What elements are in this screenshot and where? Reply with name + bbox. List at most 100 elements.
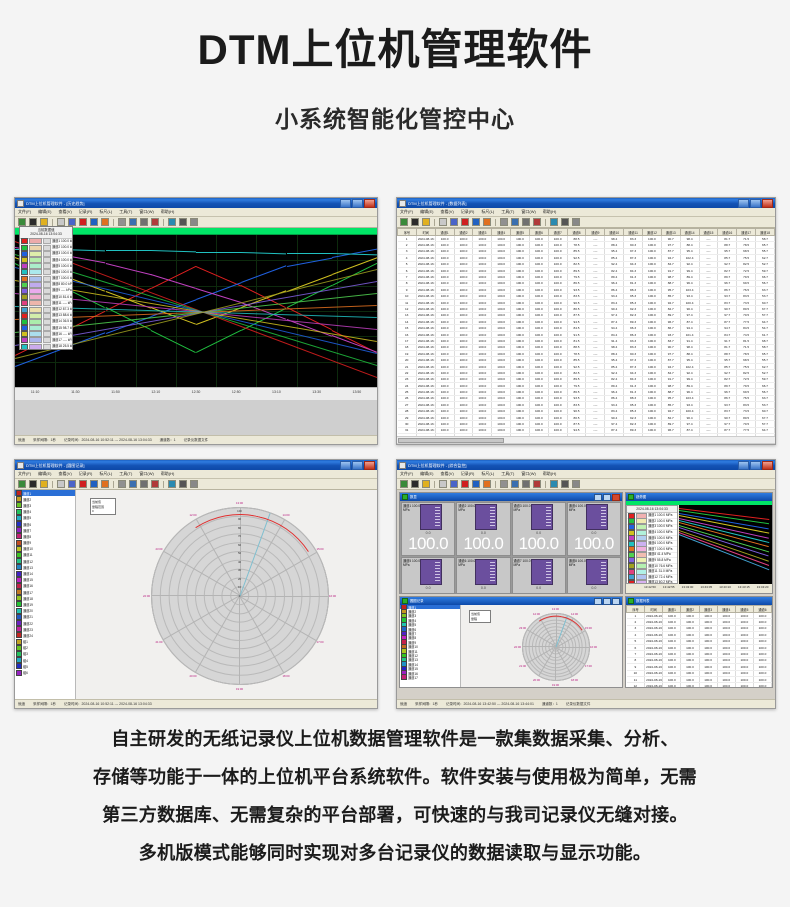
menu-item-6[interactable]: 窗口(W)	[521, 471, 536, 476]
menu-item-3[interactable]: 记录(R)	[78, 209, 93, 214]
shot1-menubar[interactable]: 文件(F) 编辑(E) 查看(V) 记录(R) 标尺(L) 工具(T) 窗口(W) 帮助(H)	[15, 208, 377, 217]
legend-row[interactable]: 通道3 100.0 kPa	[20, 250, 72, 258]
maximize-icon[interactable]	[352, 460, 363, 470]
toolbar-button-11[interactable]	[151, 480, 159, 488]
table-column-header[interactable]: 通道17	[736, 228, 757, 236]
legend-row[interactable]: 通道10 81.6 kPa	[20, 294, 72, 301]
legend-row[interactable]: 通道16 ---- kPa	[20, 331, 72, 338]
toolbar-button-6[interactable]	[90, 218, 98, 226]
gauge-cell[interactable]: 通道7 100.0 MPa 0.0	[511, 557, 566, 593]
mini-legend-row[interactable]: 通道3 100.0 MPa	[627, 523, 677, 531]
close-icon[interactable]	[612, 493, 620, 501]
scrollbar-thumb[interactable]	[398, 438, 504, 443]
toolbar-button-13[interactable]	[561, 480, 569, 488]
shot3-toolbar[interactable]	[15, 479, 377, 490]
table-column-header[interactable]: 通道4	[716, 605, 736, 613]
table-column-header[interactable]: 通道6	[528, 228, 549, 236]
horizontal-scrollbar[interactable]	[397, 436, 775, 443]
menu-item-5[interactable]: 工具(T)	[119, 471, 133, 476]
toolbar-button-4[interactable]	[450, 480, 458, 488]
list-item[interactable]: 通道20	[15, 607, 75, 614]
list-item[interactable]: 通道8	[15, 533, 75, 540]
menu-item-2[interactable]: 查看(V)	[58, 209, 72, 214]
toolbar-button-14[interactable]	[190, 480, 198, 488]
list-item[interactable]: 组4	[15, 657, 75, 664]
toolbar-button-1[interactable]	[411, 480, 419, 488]
table-column-header[interactable]: 通道6	[752, 605, 772, 613]
close-icon[interactable]	[762, 198, 773, 208]
toolbar-button-0[interactable]	[400, 218, 408, 226]
close-icon[interactable]	[364, 460, 375, 470]
mini-legend-row[interactable]: 通道2 100.0 MPa	[627, 518, 677, 525]
pane-controls[interactable]	[594, 493, 620, 501]
table-column-header[interactable]: 通道4	[491, 228, 512, 236]
toolbar-button-11[interactable]	[533, 480, 541, 488]
table-column-header[interactable]: 通道10	[604, 228, 625, 236]
toolbar-button-8[interactable]	[500, 480, 508, 488]
toolbar-button-14[interactable]	[572, 480, 580, 488]
toolbar-button-7[interactable]	[483, 218, 491, 226]
screenshot-dashboard-window[interactable]: DTM上位机管理软件 - [综合监控] 文件(F) 编辑(E) 查看(V) 记录(R)…	[396, 459, 776, 709]
menu-item-6[interactable]: 窗口(W)	[521, 209, 536, 214]
table-column-header[interactable]: 通道8	[566, 228, 587, 236]
toolbar-button-0[interactable]	[18, 480, 26, 488]
minimize-icon[interactable]	[738, 198, 749, 208]
toolbar-button-5[interactable]	[461, 480, 469, 488]
trend-plot[interactable]	[15, 235, 377, 387]
list-item[interactable]: 通道18	[15, 595, 75, 602]
gauge-cell[interactable]: 通道2 100.0 MPa 0.0 100.0	[456, 502, 511, 556]
table-column-header[interactable]: 时间	[644, 605, 664, 613]
table-column-header[interactable]: 通道2	[680, 605, 700, 613]
toolbar-button-3[interactable]	[439, 480, 447, 488]
mini-polar-chart[interactable]: 13:00 14:00 15:00 16:00 17:00 18:00 19:00 20:00…	[514, 607, 597, 687]
restore-icon[interactable]	[612, 597, 620, 605]
list-item[interactable]: 通道22	[15, 620, 75, 627]
menu-item-4[interactable]: 标尺(L)	[481, 209, 495, 214]
polar-chart[interactable]: 100 90 80 70 60 50 40 30 20 10 0 13:00 14:00 15:00 16:…	[142, 498, 337, 693]
menu-item-0[interactable]: 文件(F)	[400, 471, 414, 476]
mini-legend-row[interactable]: 通道6 100.0 MPa	[627, 540, 677, 547]
window-controls[interactable]	[738, 198, 773, 208]
mini-legend-row[interactable]: 通道1 100.0 MPa	[627, 512, 677, 520]
maximize-icon[interactable]	[352, 198, 363, 208]
legend-row[interactable]: 通道13 88.6 kPa	[20, 312, 72, 320]
menu-item-1[interactable]: 编辑(E)	[420, 471, 434, 476]
toolbar-button-1[interactable]	[411, 218, 419, 226]
list-item[interactable]: 通道13	[15, 564, 75, 571]
list-item[interactable]: 通道4	[15, 508, 75, 515]
toolbar-button-14[interactable]	[572, 218, 580, 226]
list-item[interactable]: 通道12	[15, 558, 75, 565]
legend-row[interactable]: 通道1 100.0 kPa	[20, 238, 72, 246]
toolbar-button-3[interactable]	[57, 480, 65, 488]
list-item[interactable]: 通道17	[15, 589, 75, 596]
toolbar-button-6[interactable]	[472, 218, 480, 226]
list-item[interactable]: 通道1	[15, 490, 75, 497]
polar-chart-area[interactable]: 当前值 量程范围 0 100 90 80 70 60 50 40 30 20 10 0 13:00 14…	[76, 490, 377, 699]
close-icon[interactable]	[364, 198, 375, 208]
list-item[interactable]: 组5	[15, 663, 75, 670]
screenshot-table-window[interactable]: DTM上位机管理软件 - [数据列表] 文件(F) 编辑(E) 查看(V) 记录(R)…	[396, 197, 776, 445]
toolbar-button-10[interactable]	[522, 218, 530, 226]
list-item[interactable]: 通道6	[15, 521, 75, 528]
toolbar-button-7[interactable]	[483, 480, 491, 488]
toolbar-button-12[interactable]	[550, 480, 558, 488]
menu-item-6[interactable]: 窗口(W)	[139, 471, 154, 476]
pane-gauges[interactable]: 数显 通道1 100.0 MPa 0.0 100.0 通道2 100.0 MPa 0.0 10…	[399, 492, 623, 594]
